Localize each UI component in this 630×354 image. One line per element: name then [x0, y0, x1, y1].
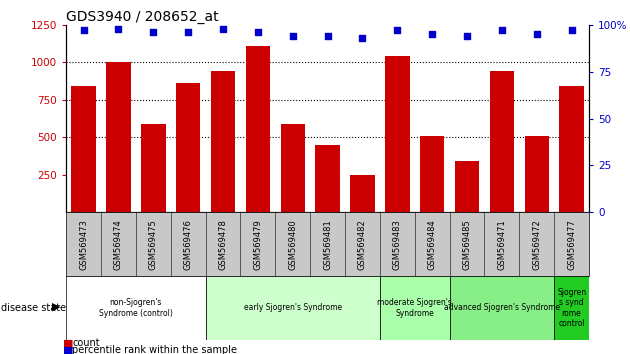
- Text: GSM569479: GSM569479: [253, 219, 262, 270]
- Text: ■: ■: [63, 338, 74, 348]
- Point: [427, 31, 437, 37]
- Text: GSM569474: GSM569474: [114, 219, 123, 270]
- Bar: [246, 46, 270, 212]
- Text: disease state: disease state: [1, 303, 66, 313]
- Text: ▶: ▶: [52, 301, 60, 311]
- Point: [323, 33, 333, 39]
- Bar: [66, 276, 205, 340]
- Text: Sjogren
s synd
rome
control: Sjogren s synd rome control: [557, 288, 586, 328]
- Point: [113, 26, 123, 32]
- Text: early Sjogren's Syndrome: early Sjogren's Syndrome: [244, 303, 342, 313]
- Text: moderate Sjogren's
Syndrome: moderate Sjogren's Syndrome: [377, 298, 452, 318]
- Point: [462, 33, 472, 39]
- Text: percentile rank within the sample: percentile rank within the sample: [72, 346, 238, 354]
- Text: count: count: [72, 338, 100, 348]
- Bar: [420, 136, 444, 212]
- Bar: [280, 124, 305, 212]
- Bar: [316, 145, 340, 212]
- Bar: [205, 276, 380, 340]
- Bar: [380, 276, 450, 340]
- Bar: [525, 136, 549, 212]
- Point: [253, 29, 263, 35]
- Point: [148, 29, 158, 35]
- Bar: [176, 83, 200, 212]
- Text: GSM569475: GSM569475: [149, 219, 158, 270]
- Bar: [490, 71, 514, 212]
- Text: GSM569473: GSM569473: [79, 219, 88, 270]
- Text: GSM569478: GSM569478: [219, 219, 227, 270]
- Text: GSM569482: GSM569482: [358, 219, 367, 270]
- Point: [532, 31, 542, 37]
- Text: GSM569484: GSM569484: [428, 219, 437, 270]
- Text: ■: ■: [63, 346, 74, 354]
- Point: [183, 29, 193, 35]
- Point: [357, 35, 367, 41]
- Point: [566, 28, 576, 33]
- Bar: [559, 86, 584, 212]
- Text: GSM569480: GSM569480: [289, 219, 297, 270]
- Bar: [211, 71, 235, 212]
- Point: [218, 26, 228, 32]
- Text: GSM569472: GSM569472: [532, 219, 541, 270]
- Bar: [141, 124, 166, 212]
- Bar: [554, 276, 589, 340]
- Text: GSM569481: GSM569481: [323, 219, 332, 270]
- Point: [392, 28, 403, 33]
- Point: [288, 33, 298, 39]
- Text: GSM569483: GSM569483: [393, 219, 402, 270]
- Bar: [71, 86, 96, 212]
- Bar: [450, 276, 554, 340]
- Text: GSM569476: GSM569476: [184, 219, 193, 270]
- Text: GSM569477: GSM569477: [567, 219, 576, 270]
- Point: [79, 28, 89, 33]
- Bar: [455, 161, 479, 212]
- Point: [497, 28, 507, 33]
- Text: GSM569471: GSM569471: [498, 219, 507, 270]
- Bar: [385, 56, 410, 212]
- Text: GDS3940 / 208652_at: GDS3940 / 208652_at: [66, 10, 219, 24]
- Bar: [106, 62, 130, 212]
- Text: advanced Sjogren's Syndrome: advanced Sjogren's Syndrome: [444, 303, 560, 313]
- Bar: [350, 175, 375, 212]
- Text: GSM569485: GSM569485: [462, 219, 471, 270]
- Text: non-Sjogren's
Syndrome (control): non-Sjogren's Syndrome (control): [99, 298, 173, 318]
